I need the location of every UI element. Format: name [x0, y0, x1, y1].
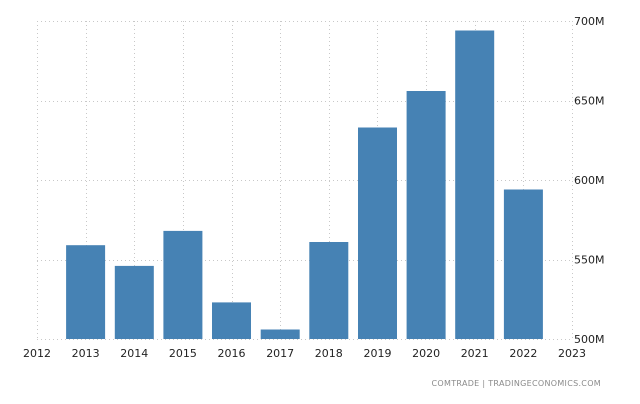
x-tick-label: 2014	[120, 347, 148, 360]
bar-2021[interactable]	[455, 30, 495, 340]
x-tick-label: 2019	[364, 347, 392, 360]
bar-2017[interactable]	[260, 329, 300, 340]
bar-2013[interactable]	[66, 245, 106, 339]
x-tick-label: 2016	[218, 347, 246, 360]
x-tick-label: 2023	[558, 347, 586, 360]
bar-2019[interactable]	[358, 127, 397, 340]
bar-2014[interactable]	[114, 265, 154, 339]
y-axis-tick-labels: 500M 550M 600M 650M 700M	[574, 15, 605, 346]
source-credit: COMTRADE | TRADINGECONOMICS.COM	[431, 379, 601, 388]
x-axis-tick-labels: 2012 2013 2014 2015 2016 2017 2018 2019 2020 2021…	[23, 347, 586, 360]
x-tick-label: 2012	[23, 347, 51, 360]
bar-2018[interactable]	[309, 242, 349, 339]
x-tick-label: 2020	[412, 347, 440, 360]
bar-2022[interactable]	[503, 189, 543, 340]
x-tick-label: 2018	[315, 347, 343, 360]
x-tick-label: 2015	[169, 347, 197, 360]
y-tick-label: 500M	[574, 333, 605, 346]
bars	[66, 30, 543, 340]
x-tick-label: 2022	[509, 347, 537, 360]
y-tick-label: 600M	[574, 174, 605, 187]
bar-2015[interactable]	[163, 230, 203, 339]
bar-2016[interactable]	[212, 302, 251, 339]
y-tick-label: 650M	[574, 95, 605, 108]
y-tick-label: 550M	[574, 254, 605, 267]
bar-2020[interactable]	[406, 91, 446, 339]
y-tick-label: 700M	[574, 15, 605, 28]
x-tick-label: 2021	[461, 347, 489, 360]
x-tick-label: 2013	[72, 347, 100, 360]
x-tick-label: 2017	[266, 347, 294, 360]
